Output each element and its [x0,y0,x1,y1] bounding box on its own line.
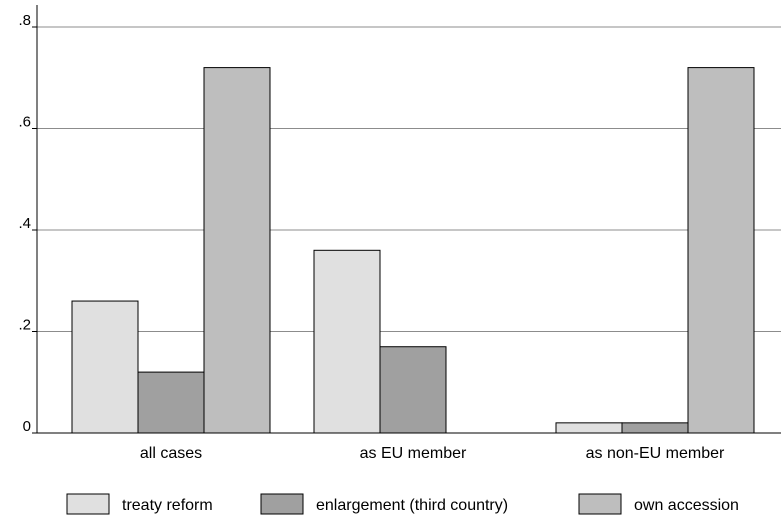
y-tick-label: 0 [23,418,31,435]
bar [313,249,381,434]
legend-label: own accession [634,497,739,514]
x-category-label: all cases [140,445,202,462]
legend-swatch [66,493,110,515]
bar [137,371,205,434]
grid-lines [37,26,781,332]
y-tick-label: .4 [18,215,31,232]
bars [71,67,755,434]
legend-swatch [578,493,622,515]
y-axis: 0 .2 .4 .6 .8 [18,5,781,435]
legend-label: treaty reform [122,497,213,514]
bar [621,422,689,434]
bar [71,300,139,434]
x-category-label: as non-EU member [586,445,725,462]
legend-label: enlargement (third country) [316,497,508,514]
legend: treaty reform enlargement (third country)… [66,493,739,515]
bar [379,346,447,434]
x-category-label: as EU member [360,445,467,462]
bar [687,67,755,434]
bar [555,422,623,434]
y-tick-label: .8 [18,12,31,29]
y-tick-label: .2 [18,317,31,334]
x-axis-labels: all cases as EU member as non-EU member [140,445,725,462]
legend-swatch [260,493,304,515]
bar [203,67,271,434]
y-tick-label: .6 [18,114,31,131]
